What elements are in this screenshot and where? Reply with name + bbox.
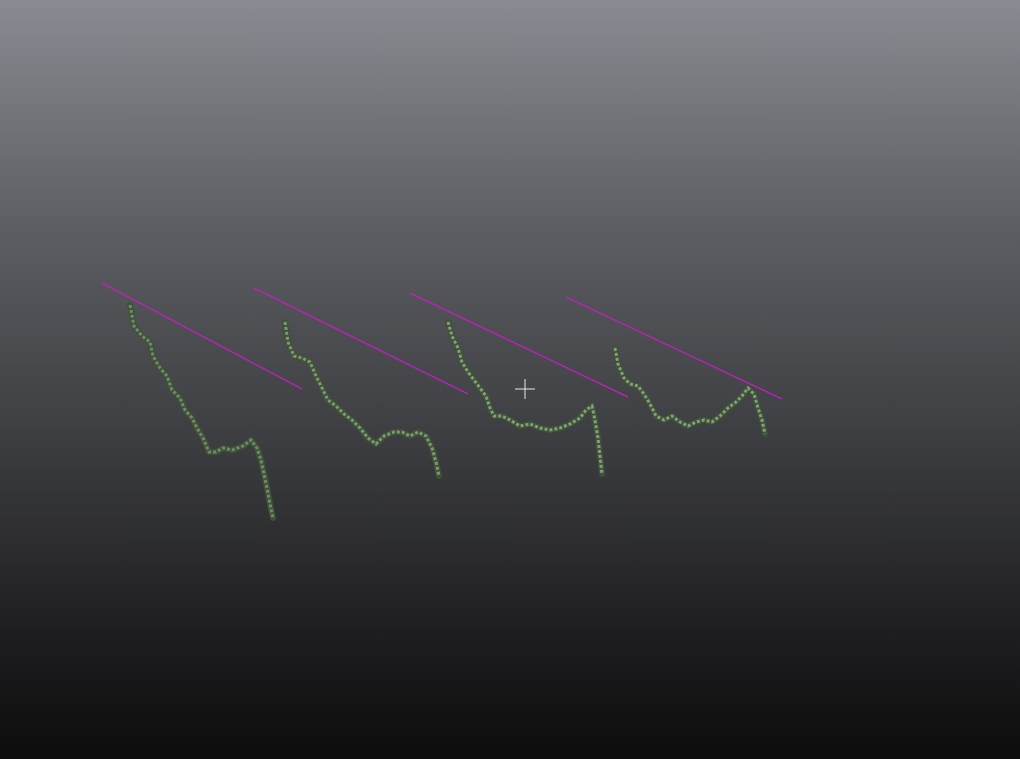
scan-profile-1-highlight bbox=[128, 304, 275, 519]
scan-profile-2[interactable] bbox=[282, 319, 442, 479]
crosshair-icon bbox=[515, 379, 535, 399]
scan-profile-3-highlight bbox=[446, 321, 604, 475]
guide-line-3 bbox=[409, 292, 629, 398]
guide-line-2 bbox=[253, 287, 469, 395]
profile-1[interactable] bbox=[101, 282, 303, 521]
scan-profile-4-highlight bbox=[613, 347, 767, 435]
profile-3[interactable] bbox=[409, 292, 629, 477]
scan-profile-1[interactable] bbox=[127, 302, 276, 521]
scan-profile-4[interactable] bbox=[612, 345, 768, 437]
scan-profile-2-highlight bbox=[283, 321, 441, 477]
guide-line-4 bbox=[565, 296, 783, 400]
profile-2[interactable] bbox=[253, 287, 469, 479]
guide-line-1 bbox=[101, 282, 303, 390]
profile-4[interactable] bbox=[565, 296, 783, 437]
